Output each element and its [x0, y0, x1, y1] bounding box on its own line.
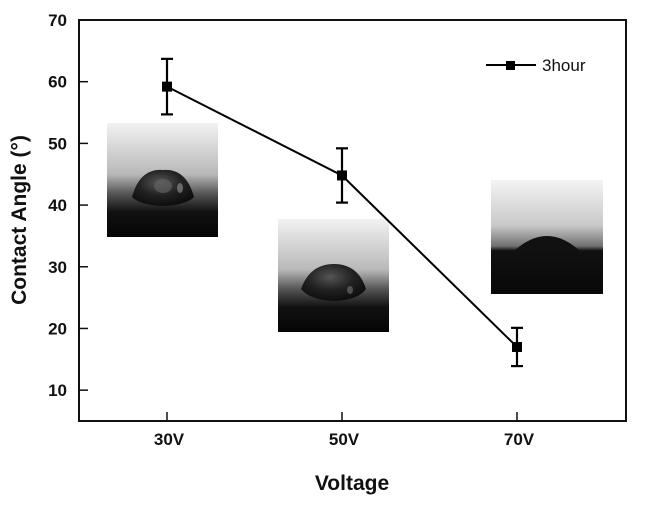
plot-frame: [78, 19, 627, 422]
x-tick-label: 70V: [504, 430, 535, 449]
inset-50v: [278, 219, 389, 332]
x-axis: 30V 50V 70V: [154, 412, 535, 449]
y-tick-label: 20: [48, 319, 67, 338]
y-tick-label: 10: [48, 381, 67, 400]
data-point: [337, 170, 347, 181]
legend: 3hour: [486, 56, 586, 75]
y-tick-label: 60: [48, 73, 67, 92]
data-point: [162, 81, 172, 92]
droplet-shape: [513, 236, 581, 252]
y-tick-label: 30: [48, 258, 67, 277]
series-3hour: [161, 57, 523, 368]
data-point: [512, 341, 522, 352]
legend-label: 3hour: [542, 56, 586, 75]
inset-30v: [107, 123, 218, 237]
x-axis-title: Voltage: [315, 472, 389, 495]
inset-70v: [491, 180, 603, 294]
y-tick-label: 50: [48, 134, 67, 153]
x-tick-label: 50V: [329, 430, 360, 449]
y-axis: 10 20 30 40 50 60 70: [48, 11, 88, 400]
x-tick-label: 30V: [154, 430, 185, 449]
y-tick-label: 40: [48, 196, 67, 215]
y-axis-title: Contact Angle (°): [8, 135, 31, 305]
y-tick-label: 70: [48, 11, 67, 30]
legend-marker: [506, 61, 515, 70]
